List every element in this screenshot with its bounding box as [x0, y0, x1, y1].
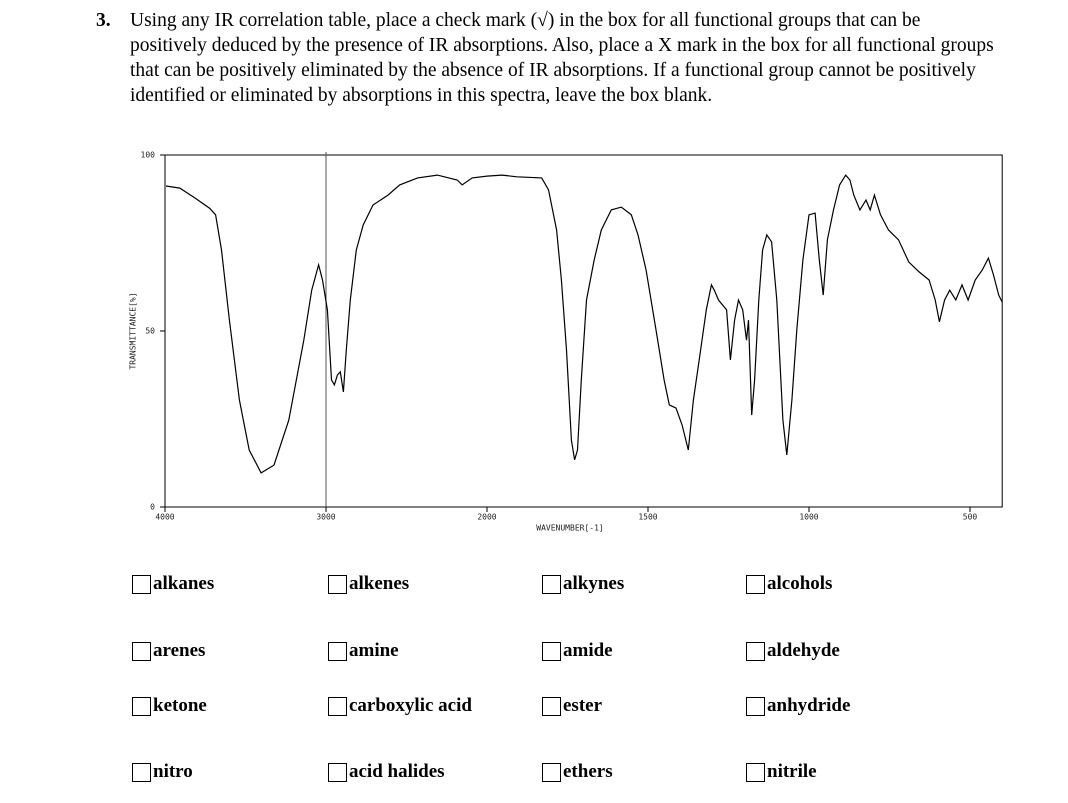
option-label: aldehyde	[767, 640, 840, 661]
option: carboxylic acid	[328, 695, 472, 717]
checkbox[interactable]	[132, 696, 151, 716]
checkbox[interactable]	[746, 696, 765, 716]
option-label: nitro	[153, 761, 193, 782]
x-axis-label: WAVENUMBER[-1]	[536, 524, 603, 533]
option: acid halides	[328, 761, 445, 783]
option-label: amine	[349, 640, 399, 661]
y-tick-label: 100	[141, 151, 156, 160]
checkbox[interactable]	[328, 696, 347, 716]
option-label: carboxylic acid	[349, 695, 472, 716]
option-label: arenes	[153, 640, 206, 661]
option: anhydride	[746, 695, 850, 717]
option: ester	[542, 695, 602, 717]
checkbox[interactable]	[328, 762, 347, 782]
y-tick-label: 0	[150, 503, 155, 512]
option: amine	[328, 640, 399, 662]
option: alkanes	[132, 573, 214, 595]
option-label: acid halides	[349, 761, 445, 782]
option: nitro	[132, 761, 193, 783]
question: 3. Using any IR correlation table, place…	[96, 8, 1001, 108]
checkbox[interactable]	[132, 641, 151, 661]
x-tick-label: 1500	[638, 513, 657, 522]
x-tick-label: 2000	[477, 513, 496, 522]
checkbox[interactable]	[328, 641, 347, 661]
option-label: alkynes	[563, 573, 625, 594]
option: alkynes	[542, 573, 624, 595]
checkbox[interactable]	[132, 574, 151, 594]
option: arenes	[132, 640, 205, 662]
option: ketone	[132, 695, 207, 717]
option-label: ester	[563, 695, 603, 716]
x-tick-label: 4000	[155, 513, 174, 522]
option: nitrile	[746, 761, 817, 783]
y-axis-label: TRANSMITTANCE[%]	[129, 292, 138, 369]
option: aldehyde	[746, 640, 840, 662]
question-number: 3.	[96, 10, 111, 31]
option-label: nitrile	[767, 761, 817, 782]
option: amide	[542, 640, 613, 662]
option-label: alkenes	[349, 573, 410, 594]
option-label: ethers	[563, 761, 613, 782]
option: alkenes	[328, 573, 409, 595]
option-label: anhydride	[767, 695, 851, 716]
question-text: Using any IR correlation table, place a …	[130, 10, 994, 106]
spectrum-line	[165, 174, 1003, 474]
x-tick-label: 3000	[316, 513, 335, 522]
x-tick-label: 500	[963, 513, 978, 522]
option-label: alkanes	[153, 573, 215, 594]
y-tick-label: 50	[145, 327, 155, 336]
checkbox[interactable]	[542, 641, 561, 661]
option-label: alcohols	[767, 573, 833, 594]
spectrum-chart: 4000 3000 2000 1500 1000 500 0 50 100 WAVENUMBER[…	[129, 151, 1003, 533]
checkbox[interactable]	[542, 762, 561, 782]
plot-frame	[164, 154, 1003, 508]
option-label: amide	[563, 640, 613, 661]
checkbox[interactable]	[542, 574, 561, 594]
option-label: ketone	[153, 695, 207, 716]
checkbox[interactable]	[328, 574, 347, 594]
checkbox[interactable]	[542, 696, 561, 716]
option: ethers	[542, 761, 613, 783]
checkbox[interactable]	[746, 641, 765, 661]
option: alcohols	[746, 573, 832, 595]
x-tick-label: 1000	[799, 513, 818, 522]
checkbox[interactable]	[746, 762, 765, 782]
checkbox[interactable]	[746, 574, 765, 594]
checkbox[interactable]	[132, 762, 151, 782]
